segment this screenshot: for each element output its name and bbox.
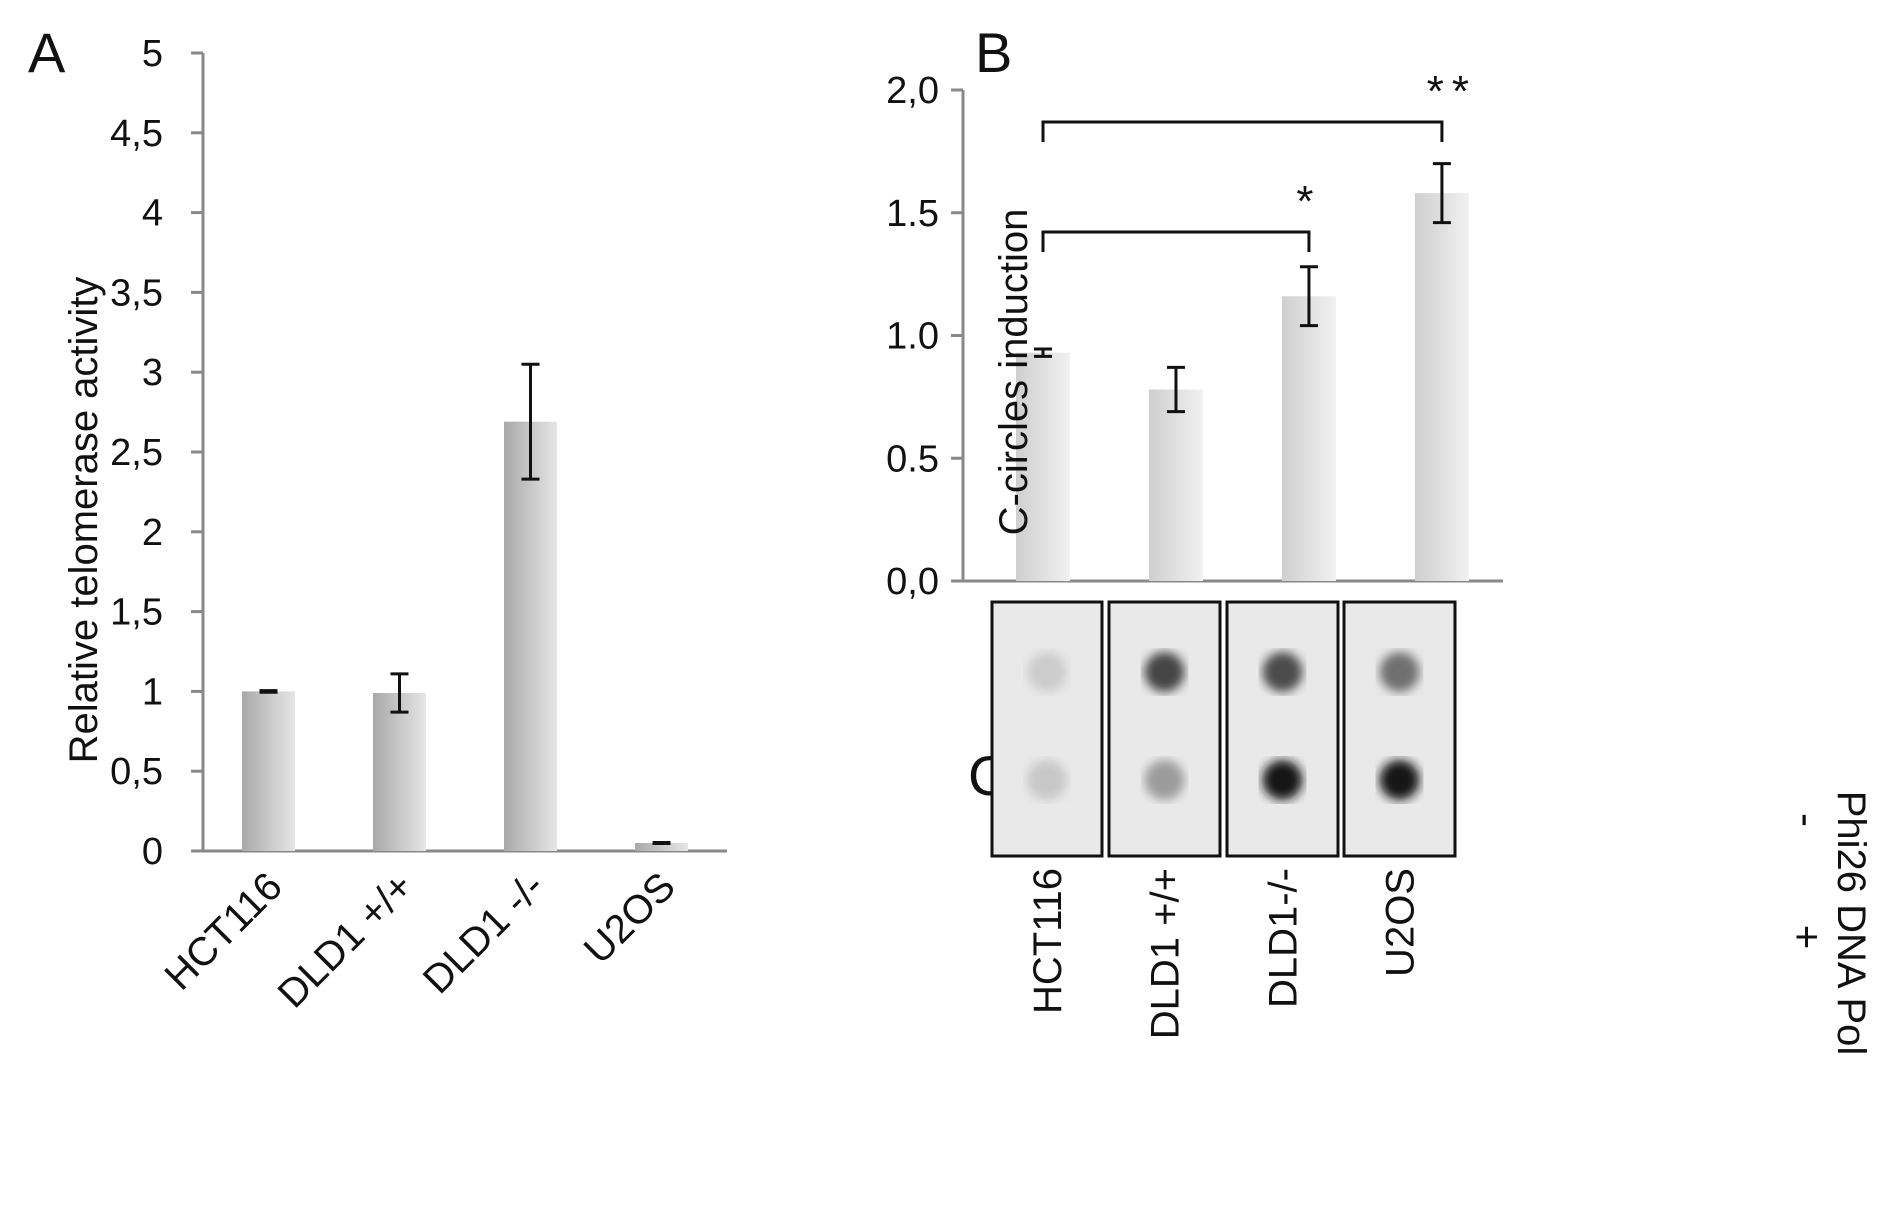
dot-blot-sign-plus: + [1784,925,1831,950]
chart-a-y-tick-label: 4 [142,193,163,235]
dot-blot-spot-minus [1379,652,1420,692]
chart-b-c-circles: 0,00.51.01.52,0*** [886,67,1503,603]
chart-a-x-tick-label: HCT116 [157,864,291,998]
chart-b-bar [1016,352,1070,581]
dot-blot-spot-plus [1262,760,1303,800]
chart-b-significance-label: ** [1427,67,1477,116]
chart-b-significance-bracket [1041,120,1444,142]
chart-a-y-tick-label: 0 [142,831,163,873]
chart-a-y-tick-label: 1 [142,671,163,713]
dot-blot-lane-label: U2OS [1379,868,1423,977]
chart-a-x-tick-label: DLD1 -/- [415,864,553,1002]
chart-a-bar [242,691,295,851]
chart-b-ylabel: C-circles induction [992,209,1036,536]
dot-blot-spot-plus [1027,760,1067,800]
dot-blot-lane-box [990,600,1104,858]
dot-blot-lane-label: HCT116 [1026,868,1070,1014]
chart-b-y-tick-label: 0,0 [886,561,939,603]
dot-blot-lane-box [1107,600,1222,858]
chart-a-bar [635,843,688,851]
dot-blot-lane-label: DLD1 +/+ [1144,868,1188,1039]
dot-blot-lane-label: DLD1-/- [1262,868,1306,1008]
chart-a-ylabel: Relative telomerase activity [62,277,106,764]
panel-label-b: B [975,21,1012,84]
chart-a-y-tick-label: 4,5 [110,113,163,155]
chart-b-significance-label: * [1296,177,1321,226]
chart-a-y-tick-label: 2 [142,512,163,554]
dot-blot-lane-box [1225,600,1340,858]
dot-blot-side-label: Phi26 DNA Pol [1829,791,1873,1056]
chart-a-y-tick-label: 5 [142,33,163,75]
chart-b-bar [1414,193,1469,582]
dot-blot-spot-minus [1262,652,1303,692]
dot-blot: HCT116 DLD1 +/+ DLD1-/- U2OS [990,600,1457,1039]
panel-label-a: A [28,21,66,84]
chart-a-y-tick-label: 3 [142,352,163,394]
chart-b-y-tick-label: 1.0 [886,316,939,358]
chart-a-y-tick-label: 2,5 [110,432,163,474]
chart-b-significance-bracket [1041,230,1311,252]
chart-b-bar [1148,389,1203,581]
chart-a-y-tick-label: 1,5 [110,592,163,634]
chart-a-bar [504,421,557,851]
chart-b-y-tick-label: 1.5 [886,193,939,235]
dot-blot-spot-minus [1027,652,1067,692]
chart-b-y-tick-label: 2,0 [886,70,939,112]
dot-blot-lane-box [1342,600,1457,858]
chart-a-bar [373,692,426,851]
chart-b-bar [1281,296,1336,581]
dot-blot-spot-minus [1144,652,1185,692]
chart-a-y-tick-label: 0,5 [110,751,163,793]
dot-blot-spot-plus [1379,760,1420,800]
dot-blot-sign-minus: - [1784,813,1831,827]
dot-blot-spot-plus [1144,760,1185,800]
chart-a-y-tick-label: 3,5 [110,272,163,314]
chart-a-x-tick-label: DLD1 +/+ [270,864,422,1016]
chart-b-y-tick-label: 0.5 [886,438,939,480]
chart-a-x-tick-label: U2OS [576,864,684,972]
